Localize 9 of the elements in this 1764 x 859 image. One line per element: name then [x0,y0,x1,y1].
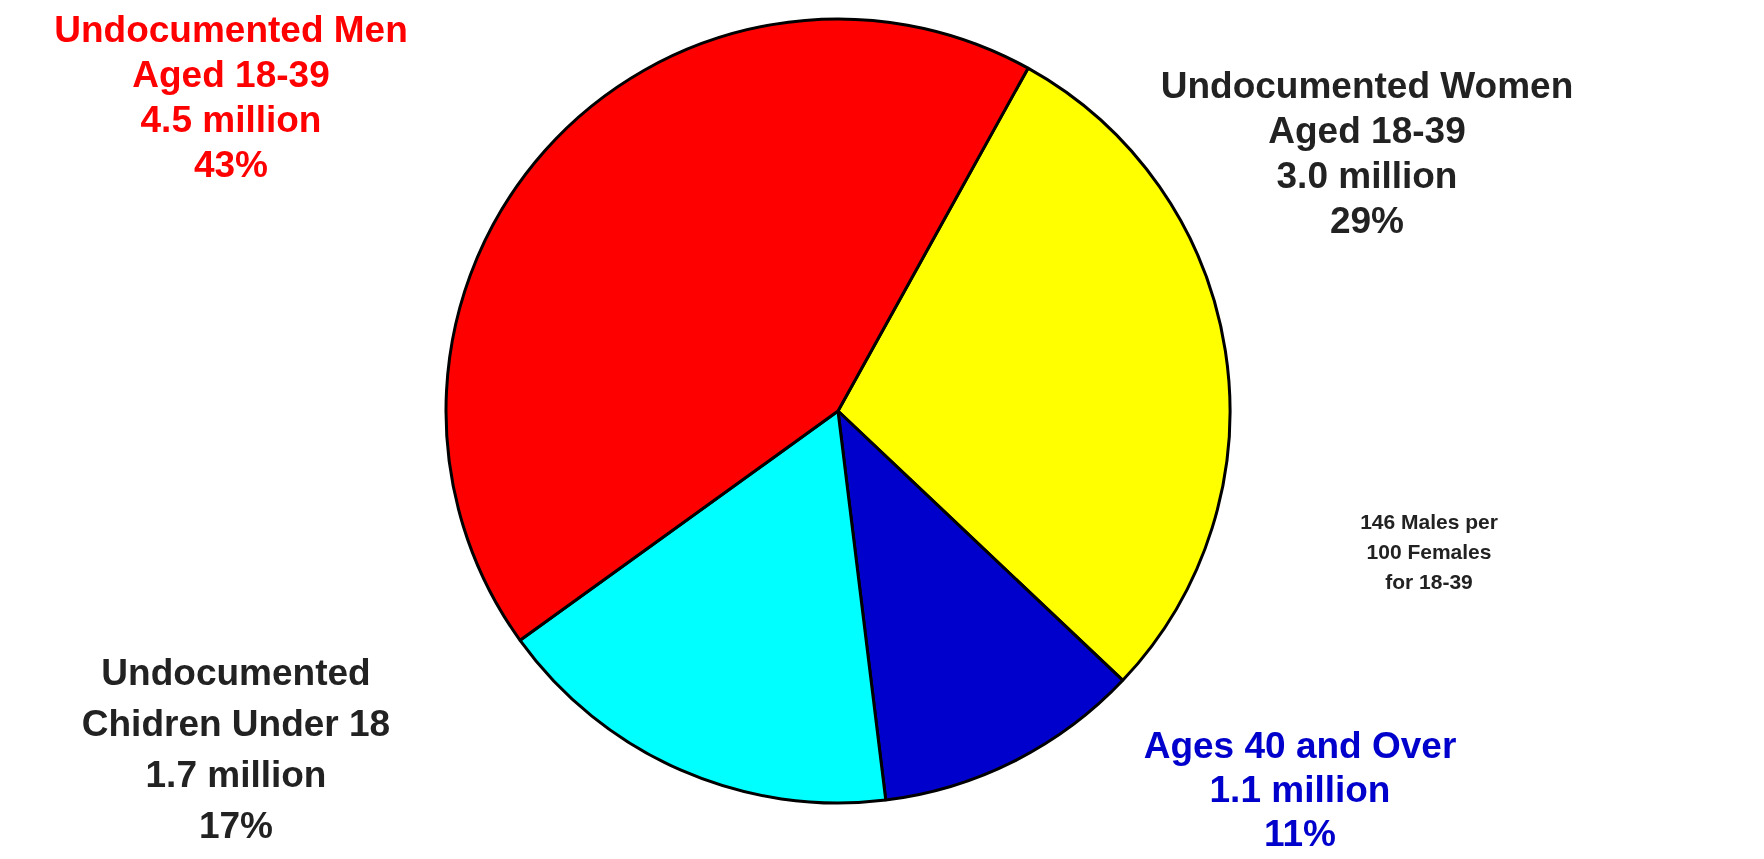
text: 146 Males per 100 Females for 18-39 [1360,509,1498,593]
slice-label: Ages 40 and Over [1143,725,1457,767]
slice-label: Undocumented Women Aged 18-39 [1160,65,1574,152]
data-label: 4.5 million 43% [140,99,322,186]
data-label: 1.1 million 11% [1209,769,1391,855]
slice-label: Undocumented Chidren Under 18 [81,652,391,745]
slice-label: Undocumented Men Aged 18-39 [54,9,408,96]
data-label: 1.7 million 17% [145,754,327,847]
data-label: 3.0 million 29% [1276,155,1458,242]
